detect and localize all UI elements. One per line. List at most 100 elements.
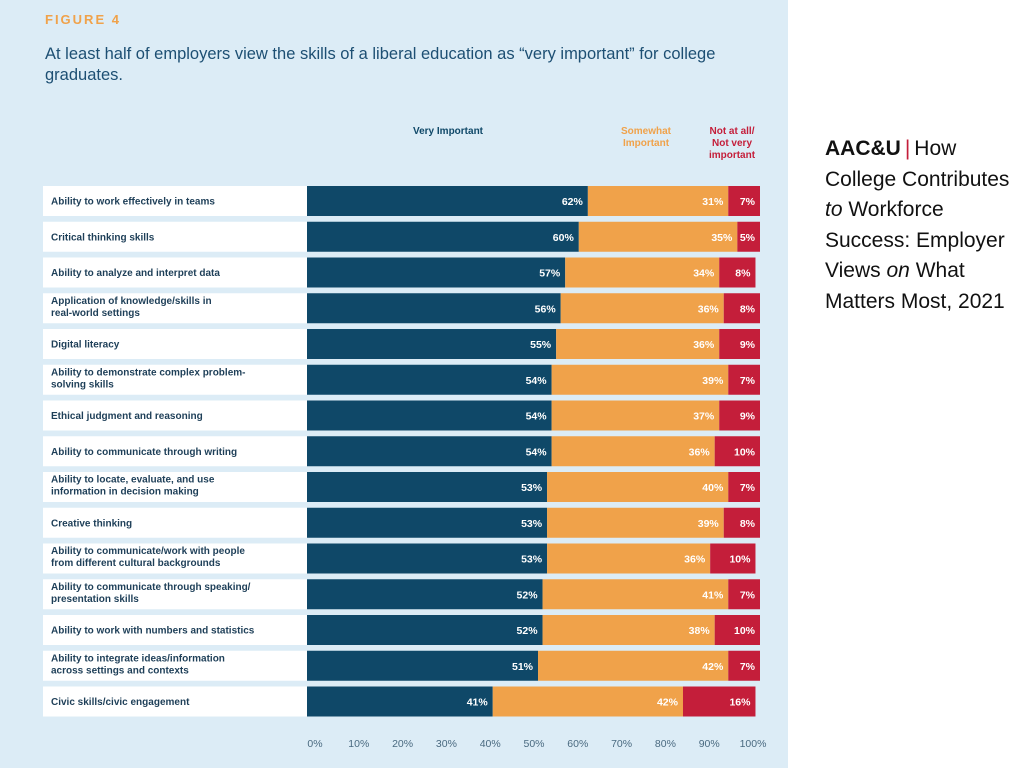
bar-not [714, 436, 760, 467]
x-tick-label: 30% [436, 738, 457, 750]
bar-value-not: 10% [729, 554, 751, 566]
bar-value-very: 60% [553, 232, 575, 244]
bar-value-not: 7% [740, 196, 756, 208]
bar-value-very: 53% [521, 554, 543, 566]
caption-italic-on: on [886, 259, 910, 282]
bar-not [719, 257, 756, 288]
bar-very [307, 615, 543, 645]
bar-value-very: 41% [467, 697, 489, 709]
x-tick-label: 10% [348, 738, 369, 750]
bar-somewhat [578, 221, 738, 252]
bar-value-somewhat: 36% [684, 554, 706, 566]
row-label: Civic skills/civic engagement [51, 697, 190, 708]
x-tick-label: 70% [611, 738, 632, 750]
bar-very [307, 364, 552, 395]
bar-value-not: 7% [740, 661, 756, 673]
bar-value-somewhat: 38% [689, 625, 711, 637]
bar-value-somewhat: 34% [693, 268, 715, 280]
bar-somewhat [542, 579, 729, 610]
bar-somewhat [587, 186, 729, 216]
bar-value-very: 57% [539, 268, 561, 280]
row-label-bg [43, 543, 307, 574]
row-label-bg [43, 186, 307, 216]
bar-value-not: 10% [734, 446, 756, 458]
bar-not [719, 400, 760, 431]
caption-title-part3: What Matters Most, 2021 [825, 259, 1005, 313]
bar-value-very: 54% [526, 446, 548, 458]
legend-somewhat-important: Somewhat Important [620, 126, 671, 149]
row-label-bg [43, 579, 307, 610]
bar-value-somewhat: 36% [693, 339, 715, 351]
bar-somewhat [551, 436, 715, 467]
bar-value-somewhat: 37% [693, 411, 715, 423]
bar-value-not: 9% [740, 339, 756, 351]
bar-very [307, 186, 588, 216]
bar-very [307, 257, 566, 288]
row-label: Application of knowledge/skills in real-w… [51, 296, 212, 319]
bar-value-somewhat: 31% [702, 196, 724, 208]
bar-value-very: 52% [517, 625, 539, 637]
bar-somewhat [556, 329, 720, 359]
bar-value-somewhat: 35% [711, 232, 733, 244]
caption-org: AAC&U [825, 137, 901, 160]
bar-value-not: 8% [735, 268, 751, 280]
x-tick-label: 90% [699, 738, 720, 750]
row-label: Critical thinking skills [51, 232, 155, 243]
row-label: Ability to demonstrate complex problem-s… [51, 367, 245, 390]
bar-value-very: 51% [512, 661, 534, 673]
row-label: Ethical judgment and reasoning [51, 411, 203, 422]
bar-value-very: 53% [521, 482, 543, 494]
bar-value-not: 8% [740, 303, 756, 315]
source-caption: AAC&U | How College Contributes to Workfor… [825, 134, 1015, 317]
bar-not [682, 686, 756, 717]
x-tick-label: 50% [523, 738, 544, 750]
bar-value-somewhat: 36% [698, 303, 720, 315]
row-label: Ability to communicate through speaking/… [51, 582, 251, 605]
bar-not [728, 579, 760, 610]
row-label-bg [43, 650, 307, 681]
bar-value-very: 53% [521, 518, 543, 530]
bar-value-very: 56% [535, 303, 557, 315]
bar-value-somewhat: 41% [702, 589, 724, 601]
bar-value-very: 52% [517, 589, 539, 601]
row-label: Ability to work effectively in teams [51, 197, 215, 208]
x-tick-label: 100% [740, 738, 767, 750]
row-label: Ability to integrate ideas/information ac… [51, 653, 225, 676]
bar-somewhat [560, 293, 724, 324]
bar-value-very: 62% [562, 196, 584, 208]
row-label-bg [43, 400, 307, 431]
bar-not [728, 650, 760, 681]
x-tick-label: 0% [307, 738, 322, 750]
bar-value-very: 54% [526, 375, 548, 387]
bar-value-not: 8% [740, 518, 756, 530]
bar-not [723, 293, 760, 324]
bar-somewhat [547, 543, 711, 574]
caption-italic-to: to [825, 198, 843, 221]
row-label-bg [43, 686, 307, 717]
bar-not [710, 543, 756, 574]
bar-not [723, 507, 760, 538]
caption-title-part2: Workforce Success: Employer Views [825, 198, 1005, 282]
bar-very [307, 579, 543, 610]
bar-somewhat [492, 686, 683, 717]
bar-value-very: 54% [526, 411, 548, 423]
bar-value-not: 7% [740, 482, 756, 494]
row-label-bg [43, 615, 307, 645]
row-label: Digital literacy [51, 340, 120, 351]
bar-value-somewhat: 39% [702, 375, 724, 387]
bar-value-not: 7% [740, 375, 756, 387]
row-label: Ability to communicate/work with people f… [51, 546, 245, 569]
bar-value-somewhat: 36% [689, 446, 711, 458]
bar-somewhat [565, 257, 720, 288]
bar-value-somewhat: 40% [702, 482, 724, 494]
row-label-bg [43, 329, 307, 359]
bar-value-very: 55% [530, 339, 552, 351]
row-label: Ability to work with numbers and statist… [51, 626, 255, 637]
figure-label: FIGURE 4 [45, 12, 121, 27]
stacked-bar-chart: Ability to work effectively in teams 62% 3… [43, 186, 767, 750]
legend-very-important: Very Important [412, 126, 484, 137]
bar-value-not: 5% [740, 232, 756, 244]
row-label: Creative thinking [51, 518, 132, 529]
x-tick-label: 20% [392, 738, 413, 750]
legend-not-important: Not at all/ Not very important [708, 126, 756, 161]
